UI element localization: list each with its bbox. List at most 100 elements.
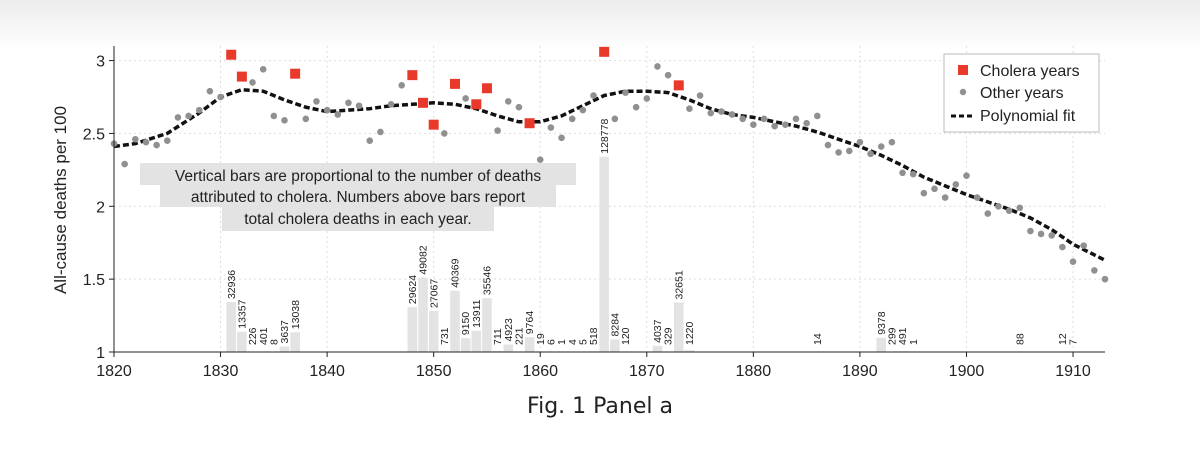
- cholera-bar: [290, 332, 300, 352]
- bar-death-label: 32936: [226, 270, 238, 299]
- annotation-line-2: attributed to cholera. Numbers above bar…: [191, 189, 526, 206]
- other-year-point: [366, 137, 374, 145]
- cholera-bar: [492, 350, 503, 352]
- cholera-year-point: [481, 83, 492, 94]
- cholera-bar: [684, 350, 695, 352]
- other-year-point: [643, 95, 651, 102]
- cholera-year-point: [418, 97, 429, 108]
- other-year-point: [963, 172, 970, 179]
- cholera-bar: [237, 331, 247, 352]
- bar-death-label: 3637: [279, 320, 291, 344]
- cholera-bar: [418, 277, 428, 352]
- other-year-point: [249, 79, 256, 86]
- other-year-point: [1091, 267, 1098, 274]
- other-year-point: [888, 138, 896, 146]
- bar-death-label: 9378: [876, 311, 888, 335]
- legend-other-marker: [959, 88, 967, 96]
- bar-death-label: 226: [247, 327, 259, 345]
- cholera-year-point: [449, 78, 460, 89]
- bar-death-label: 40369: [450, 258, 462, 287]
- other-year-point: [536, 156, 544, 163]
- other-year-point: [654, 63, 661, 70]
- bar-death-label: 32651: [673, 270, 685, 299]
- bar-death-label: 299: [886, 327, 898, 345]
- bar-death-label: 12: [1057, 333, 1069, 345]
- annotation-bg-line-3: [222, 207, 494, 231]
- cholera-year-point: [524, 118, 535, 129]
- other-year-point: [856, 138, 864, 146]
- other-year-point: [121, 160, 128, 168]
- other-year-point: [259, 66, 267, 73]
- other-year-point: [568, 115, 576, 123]
- bar-death-label: 4923: [503, 318, 515, 342]
- bar-death-label: 4037: [652, 319, 664, 343]
- bar-death-label: 329: [663, 327, 675, 345]
- other-year-point: [302, 115, 310, 123]
- other-year-point: [313, 98, 320, 105]
- other-year-point: [547, 124, 555, 131]
- x-tick-label: 1850: [416, 363, 452, 380]
- cholera-year-point: [407, 70, 418, 81]
- other-year-point: [622, 89, 629, 96]
- header-band: [0, 0, 1200, 50]
- other-year-point: [195, 106, 203, 114]
- other-year-point: [973, 194, 981, 201]
- cholera-bar: [610, 339, 620, 352]
- bar-death-label: 491: [897, 327, 909, 345]
- annotation-box: Vertical bars are proportional to the nu…: [140, 163, 576, 231]
- x-tick-label: 1840: [309, 363, 345, 380]
- bar-death-label: 14: [812, 333, 824, 345]
- other-year-point: [803, 119, 810, 127]
- cholera-bar: [460, 338, 471, 352]
- legend-cholera-marker: [958, 65, 968, 75]
- bar-death-label: 27067: [428, 279, 440, 308]
- cholera-year-point: [290, 68, 301, 79]
- bar-death-label: 19: [535, 333, 547, 345]
- chart-container: 32936 13357 226 401 8 3637 13038 29624 49082 2706…: [51, 46, 1109, 380]
- annotation-line-1: Vertical bars are proportional to the nu…: [175, 168, 541, 185]
- other-year-point: [824, 141, 832, 149]
- other-year-point: [718, 108, 725, 115]
- cholera-bar: [503, 344, 514, 352]
- other-year-point: [750, 121, 757, 128]
- cholera-year-point: [428, 119, 439, 130]
- x-tick-label: 1880: [736, 363, 772, 380]
- cholera-bar: [407, 307, 418, 352]
- legend-fit-label: Polynomial fit: [980, 108, 1076, 125]
- cholera-bar: [482, 298, 492, 352]
- y-tick-label: 1: [96, 345, 105, 362]
- x-tick-label: 1820: [96, 363, 132, 380]
- other-year-point: [270, 112, 278, 120]
- other-year-point: [920, 189, 928, 197]
- cholera-years-points: [226, 46, 684, 130]
- other-year-point: [867, 150, 874, 158]
- chart-legend: Cholera years Other years Polynomial fit: [943, 53, 1100, 133]
- bar-death-label: 221: [514, 327, 526, 345]
- other-year-point: [398, 82, 406, 89]
- other-year-point: [771, 122, 778, 130]
- cholera-year-point: [673, 80, 684, 91]
- fit-curve: [113, 87, 1106, 262]
- bar-death-label: 518: [588, 327, 600, 345]
- bar-death-label: 401: [258, 327, 270, 345]
- other-year-point: [281, 117, 288, 124]
- cholera-bar: [524, 337, 535, 352]
- cholera-bar: [279, 346, 290, 352]
- other-year-point: [558, 134, 565, 142]
- y-axis-ticks: 1 1.5 2 2.5 3: [83, 54, 114, 362]
- x-tick-label: 1890: [842, 363, 878, 380]
- cholera-bar: [652, 345, 663, 352]
- legend-box: [943, 53, 1100, 133]
- cholera-year-point: [236, 71, 247, 82]
- y-tick-label: 2.5: [83, 126, 105, 143]
- cholera-bar: [439, 350, 450, 352]
- other-year-point: [909, 170, 917, 178]
- cholera-bar: [471, 330, 482, 352]
- figure-caption: Fig. 1 Panel a: [527, 394, 673, 419]
- other-year-point: [387, 100, 395, 108]
- other-year-point: [163, 137, 171, 145]
- other-year-point: [504, 98, 512, 105]
- legend-other-label: Other years: [980, 85, 1064, 102]
- polynomial-fit-line: [113, 87, 1106, 262]
